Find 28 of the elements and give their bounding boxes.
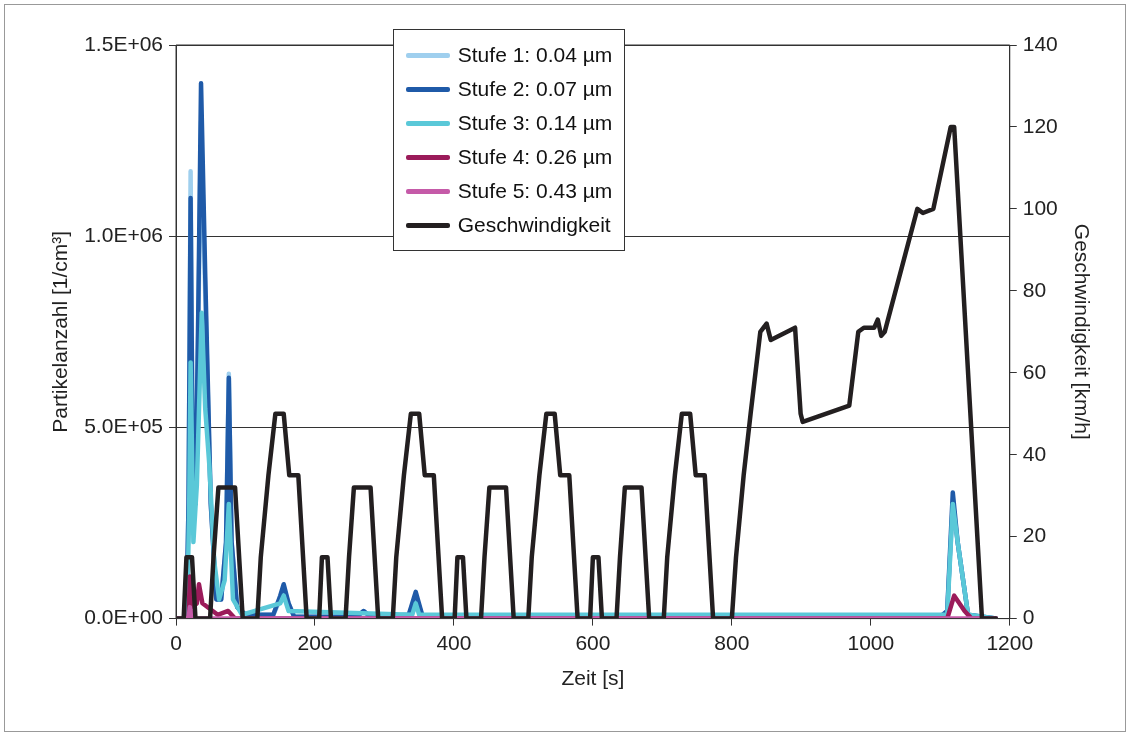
y2-tick-label: 0 xyxy=(1022,605,1035,629)
x-tick-label: 1000 xyxy=(847,631,895,654)
legend-label: Stufe 5: 0.43 µm xyxy=(457,179,613,203)
y-tick-label: 5.0E+05 xyxy=(84,414,164,438)
x-tick-label: 0 xyxy=(170,631,182,654)
legend-label: Stufe 1: 0.04 µm xyxy=(457,43,613,67)
y2-tick-label: 60 xyxy=(1022,359,1047,383)
y-tick-label: 1.0E+06 xyxy=(84,223,164,246)
x-tick-label: 600 xyxy=(575,631,611,654)
y2-tick-label: 40 xyxy=(1022,441,1047,465)
y2-tick-label: 120 xyxy=(1022,113,1058,137)
x-tick-label: 800 xyxy=(714,631,750,654)
y-axis-title: Partikelanzahl [1/cm³] xyxy=(48,230,72,433)
y2-tick-label: 20 xyxy=(1022,523,1047,547)
y-tick-label: 1.5E+06 xyxy=(84,31,164,55)
legend-label: Stufe 4: 0.26 µm xyxy=(457,145,613,169)
legend-label: Stufe 3: 0.14 µm xyxy=(457,111,613,135)
x-axis-title: Zeit [s] xyxy=(561,666,625,690)
legend-label: Stufe 2: 0.07 µm xyxy=(457,77,613,101)
x-tick-label: 200 xyxy=(297,631,333,654)
x-tick-label: 400 xyxy=(436,631,472,654)
y2-axis-title: Geschwindigkeit [km/h] xyxy=(1070,223,1094,440)
y2-tick-label: 100 xyxy=(1022,195,1058,219)
x-tick-label: 1200 xyxy=(986,631,1034,654)
y2-tick-label: 140 xyxy=(1022,31,1058,55)
y2-tick-label: 80 xyxy=(1022,277,1047,301)
y-tick-label: 0.0E+00 xyxy=(84,605,164,629)
legend-label: Geschwindigkeit xyxy=(457,213,611,237)
